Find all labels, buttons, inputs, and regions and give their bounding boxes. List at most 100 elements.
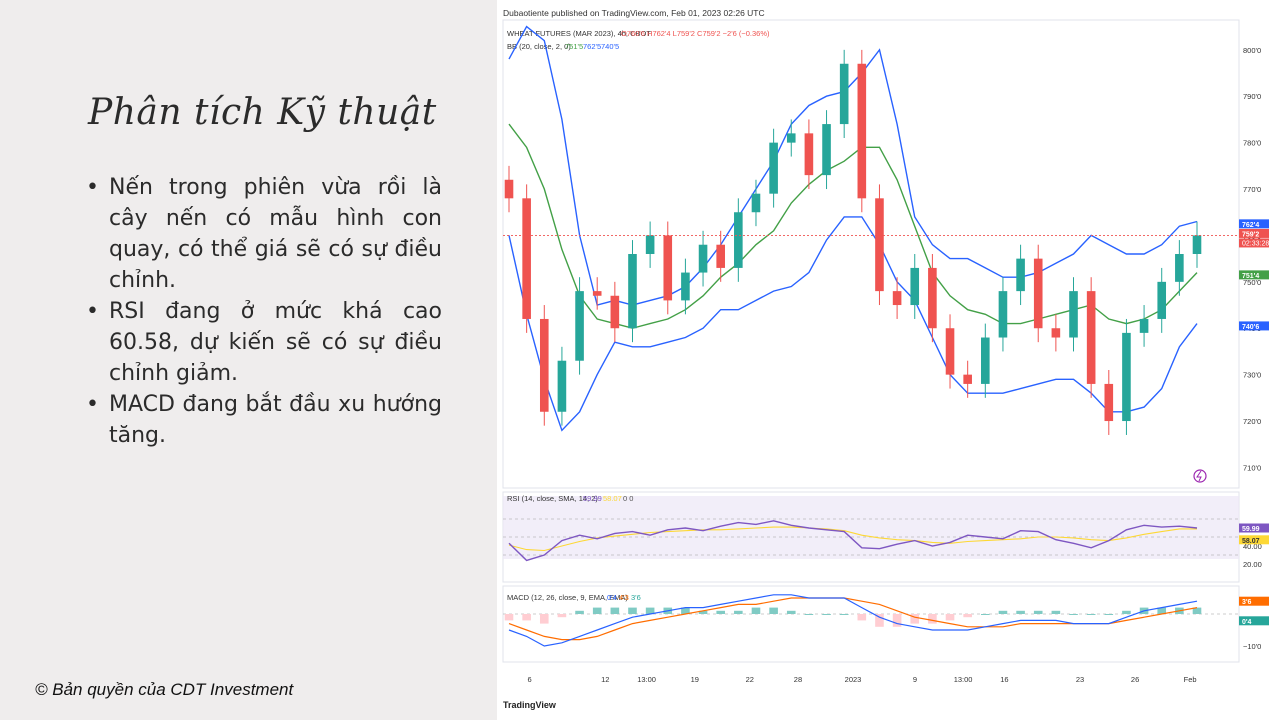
- macd-line: [508, 594, 1198, 647]
- tag-macd: 0'4: [1242, 619, 1252, 626]
- legend-bb: BB (20, close, 2, 0): [507, 42, 571, 51]
- macd-histogram-bar: [804, 614, 814, 615]
- macd-histogram-bar: [698, 610, 708, 614]
- slide-title: Phân tích Kỹ thuật: [88, 92, 437, 133]
- bullet-macd: MACD đang bắt đầu xu hướng tăng.: [86, 389, 442, 451]
- tag-rsi-bg: [1239, 523, 1269, 533]
- macd-histogram-bar: [857, 614, 867, 621]
- macd-histogram-bar: [1192, 607, 1202, 614]
- time-tick-label: 19: [691, 675, 699, 684]
- tag-bb-basis: 751'4: [1242, 273, 1259, 280]
- tag-bb-lower-bg: [1239, 321, 1269, 331]
- rsi-tick-label: 40.00: [1243, 542, 1262, 551]
- bullet-list: Nến trong phiên vừa rồi là cây nến có mẫ…: [86, 172, 442, 451]
- tradingview-logo[interactable]: TradingView: [503, 700, 556, 710]
- price-tick-label: 750'0: [1243, 278, 1261, 287]
- time-tick-label: Feb: [1184, 675, 1197, 684]
- rsi-line: [508, 520, 1198, 562]
- candle-body: [1192, 235, 1202, 254]
- candle-body: [981, 337, 990, 384]
- macd-histogram-bar: [1051, 610, 1061, 614]
- price-tick-label: 800'0: [1243, 46, 1261, 55]
- bb-upper-line: [508, 25, 1198, 306]
- candle-body: [1157, 281, 1167, 319]
- candle-body: [628, 254, 637, 329]
- legend-bb-lower: 740'5: [601, 42, 619, 51]
- macd-histogram-bar: [1069, 614, 1078, 615]
- candles: [503, 49, 1239, 435]
- macd-lines: [503, 594, 1239, 647]
- tradingview-chart[interactable]: Dubaotiente published on TradingView.com…: [497, 0, 1280, 720]
- candle-body: [945, 328, 955, 375]
- candle-body: [557, 360, 567, 412]
- legend-macd-v3: 3'6: [631, 593, 641, 602]
- legend-rsi: RSI (14, close, SMA, 14, 2): [507, 494, 598, 503]
- macd-histogram-bar: [645, 607, 655, 614]
- macd-histogram-bar: [1016, 610, 1025, 614]
- legend-bb-upper: 762'5: [583, 42, 601, 51]
- candle-body: [698, 244, 708, 273]
- macd-histogram-bar: [910, 614, 920, 624]
- macd-histogram-bar: [822, 614, 831, 615]
- price-pane[interactable]: [502, 19, 1240, 489]
- tag-bb-lower: 740'6: [1242, 324, 1259, 331]
- macd-histogram-bar: [575, 610, 584, 614]
- candle-body: [504, 179, 514, 199]
- publisher-line: Dubaotiente published on TradingView.com…: [503, 8, 765, 18]
- macd-histogram-bar: [557, 614, 567, 618]
- legend-rsi-v2: 58.07: [603, 494, 622, 503]
- macd-histogram-bar: [610, 607, 620, 614]
- candle-body: [822, 124, 831, 176]
- tag-rsi-sma: 58.07: [1242, 538, 1260, 545]
- macd-histogram-bar: [539, 614, 549, 624]
- tag-macd-bg: [1239, 616, 1269, 626]
- chart-canvas[interactable]: WHEAT FUTURES (MAR 2023), 4h, CBOT O760'…: [497, 0, 1280, 700]
- candle-body: [575, 291, 584, 361]
- tag-rsi: 59.99: [1242, 526, 1260, 533]
- rsi-band: [503, 496, 1239, 559]
- candle-body: [663, 235, 673, 301]
- time-tick-label: 6: [528, 675, 532, 684]
- rsi-tick-label: 20.00: [1243, 560, 1262, 569]
- legend-rsi-v1: 59.99: [583, 494, 602, 503]
- candle-body: [522, 198, 531, 319]
- tag-last-price-bg: [1239, 228, 1269, 238]
- time-tick-label: 9: [913, 675, 917, 684]
- price-tick-label: 720'0: [1243, 417, 1261, 426]
- legend-macd-v2: 4'3: [619, 593, 629, 602]
- macd-histogram-bar: [1157, 607, 1167, 614]
- macd-histogram-bar: [504, 614, 514, 621]
- price-tags: 762'4 759'2 02:33:28 751'4 740'6 59.99 58.07 3'…: [1239, 219, 1269, 626]
- candle-body: [998, 291, 1008, 338]
- time-tick-label: 2023: [845, 675, 862, 684]
- bb-basis-line: [508, 123, 1198, 329]
- candle-body: [769, 142, 778, 194]
- legend-rsi-v3: 0 0: [623, 494, 633, 503]
- tag-countdown: 02:33:28: [1242, 240, 1269, 247]
- candle-body: [804, 133, 814, 176]
- candle-body: [1016, 258, 1025, 292]
- bullet-candle: Nến trong phiên vừa rồi là cây nến có mẫ…: [86, 172, 442, 296]
- tag-last-price: 759'2: [1242, 231, 1259, 238]
- macd-histogram-bar: [1122, 610, 1131, 614]
- macd-histogram-bar: [839, 614, 849, 615]
- candle-body: [592, 291, 602, 296]
- bb-lower-line: [508, 216, 1198, 432]
- macd-histogram-bar: [1104, 614, 1114, 615]
- macd-histogram-bar: [786, 610, 796, 614]
- candle-body: [1033, 258, 1043, 329]
- price-tick-label: 710'0: [1243, 463, 1261, 472]
- candle-body: [1051, 328, 1061, 338]
- rsi-lines: [503, 518, 1239, 562]
- candle-body: [892, 291, 902, 306]
- time-tick-label: 12: [601, 675, 609, 684]
- legend-main-prefix: WHEAT FUTURES (MAR 2023), 4h, CBOT: [507, 29, 651, 38]
- price-tick-label: 780'0: [1243, 139, 1261, 148]
- tag-countdown-bg: [1239, 238, 1269, 248]
- legend-macd: MACD (12, 26, close, 9, EMA, EMA): [507, 593, 628, 602]
- candle-body: [610, 295, 620, 329]
- lightning-icon[interactable]: [1193, 469, 1207, 483]
- time-tick-label: 13:00: [637, 675, 656, 684]
- legend-main-ohlc: O760'6 H762'4 L759'2 C759'2 −2'6 (−0.36%…: [621, 29, 770, 38]
- macd-histogram-bar: [769, 607, 778, 614]
